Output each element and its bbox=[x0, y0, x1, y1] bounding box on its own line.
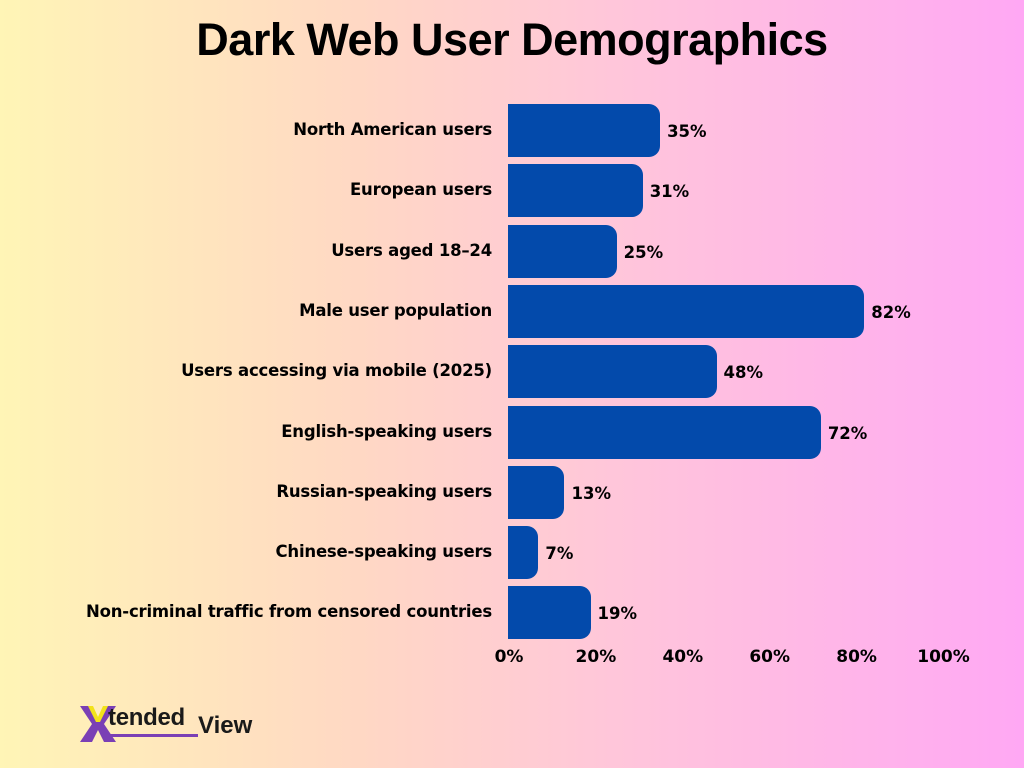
bar-row: Chinese-speaking users 7% bbox=[0, 526, 1024, 580]
category-label: Users accessing via mobile (2025) bbox=[181, 361, 492, 381]
logo-text-view: View bbox=[198, 712, 253, 739]
bar-row: English-speaking users 72% bbox=[0, 405, 1024, 459]
bar bbox=[508, 405, 821, 459]
bar bbox=[508, 465, 565, 519]
bar bbox=[508, 284, 865, 338]
bar bbox=[508, 164, 643, 218]
category-label: Male user population bbox=[299, 300, 492, 320]
x-axis-tick: 60% bbox=[749, 647, 791, 667]
category-label: Users aged 18–24 bbox=[331, 240, 492, 260]
x-axis-tick: 40% bbox=[662, 647, 704, 667]
x-axis-tick: 20% bbox=[575, 647, 617, 667]
category-label: Russian-speaking users bbox=[276, 481, 492, 501]
value-label: 13% bbox=[571, 483, 611, 503]
x-axis-tick: 100% bbox=[917, 647, 970, 667]
bar-row: European users 31% bbox=[0, 164, 1024, 218]
value-label: 35% bbox=[667, 122, 707, 141]
x-axis-tick: 0% bbox=[494, 647, 524, 667]
category-label: European users bbox=[349, 180, 492, 200]
value-label: 25% bbox=[623, 242, 664, 262]
bar bbox=[508, 526, 539, 580]
bar-row: North American users 35% bbox=[0, 104, 1024, 157]
category-label: English-speaking users bbox=[281, 421, 492, 441]
category-label: Chinese-speaking users bbox=[275, 542, 492, 562]
value-label: 82% bbox=[871, 302, 911, 322]
value-label: 19% bbox=[597, 604, 638, 624]
category-label: Non-criminal traffic from censored count… bbox=[86, 602, 492, 622]
bar-row: Russian-speaking users 13% bbox=[0, 465, 1024, 519]
bar bbox=[508, 224, 617, 278]
logo-underline bbox=[104, 734, 198, 737]
x-axis-tick: 80% bbox=[836, 647, 877, 667]
bar-row: Male user population 82% bbox=[0, 284, 1024, 338]
value-label: 7% bbox=[545, 544, 574, 564]
value-label: 72% bbox=[827, 423, 868, 443]
bar-row: Non-criminal traffic from censored count… bbox=[0, 586, 1024, 640]
value-label: 31% bbox=[649, 182, 690, 202]
value-label: 48% bbox=[723, 363, 764, 383]
xtendedview-logo: tended View bbox=[78, 700, 268, 746]
x-mark-icon bbox=[80, 706, 116, 742]
bar bbox=[508, 104, 661, 157]
bar bbox=[508, 586, 591, 640]
category-label: North American users bbox=[293, 120, 492, 139]
bar-row: Users aged 18–24 25% bbox=[0, 224, 1024, 278]
bar-row: Users accessing via mobile (2025) 48% bbox=[0, 345, 1024, 399]
chart-title: Dark Web User Demographics bbox=[196, 14, 828, 65]
logo-text-tended: tended bbox=[108, 704, 185, 731]
bar bbox=[508, 345, 717, 399]
